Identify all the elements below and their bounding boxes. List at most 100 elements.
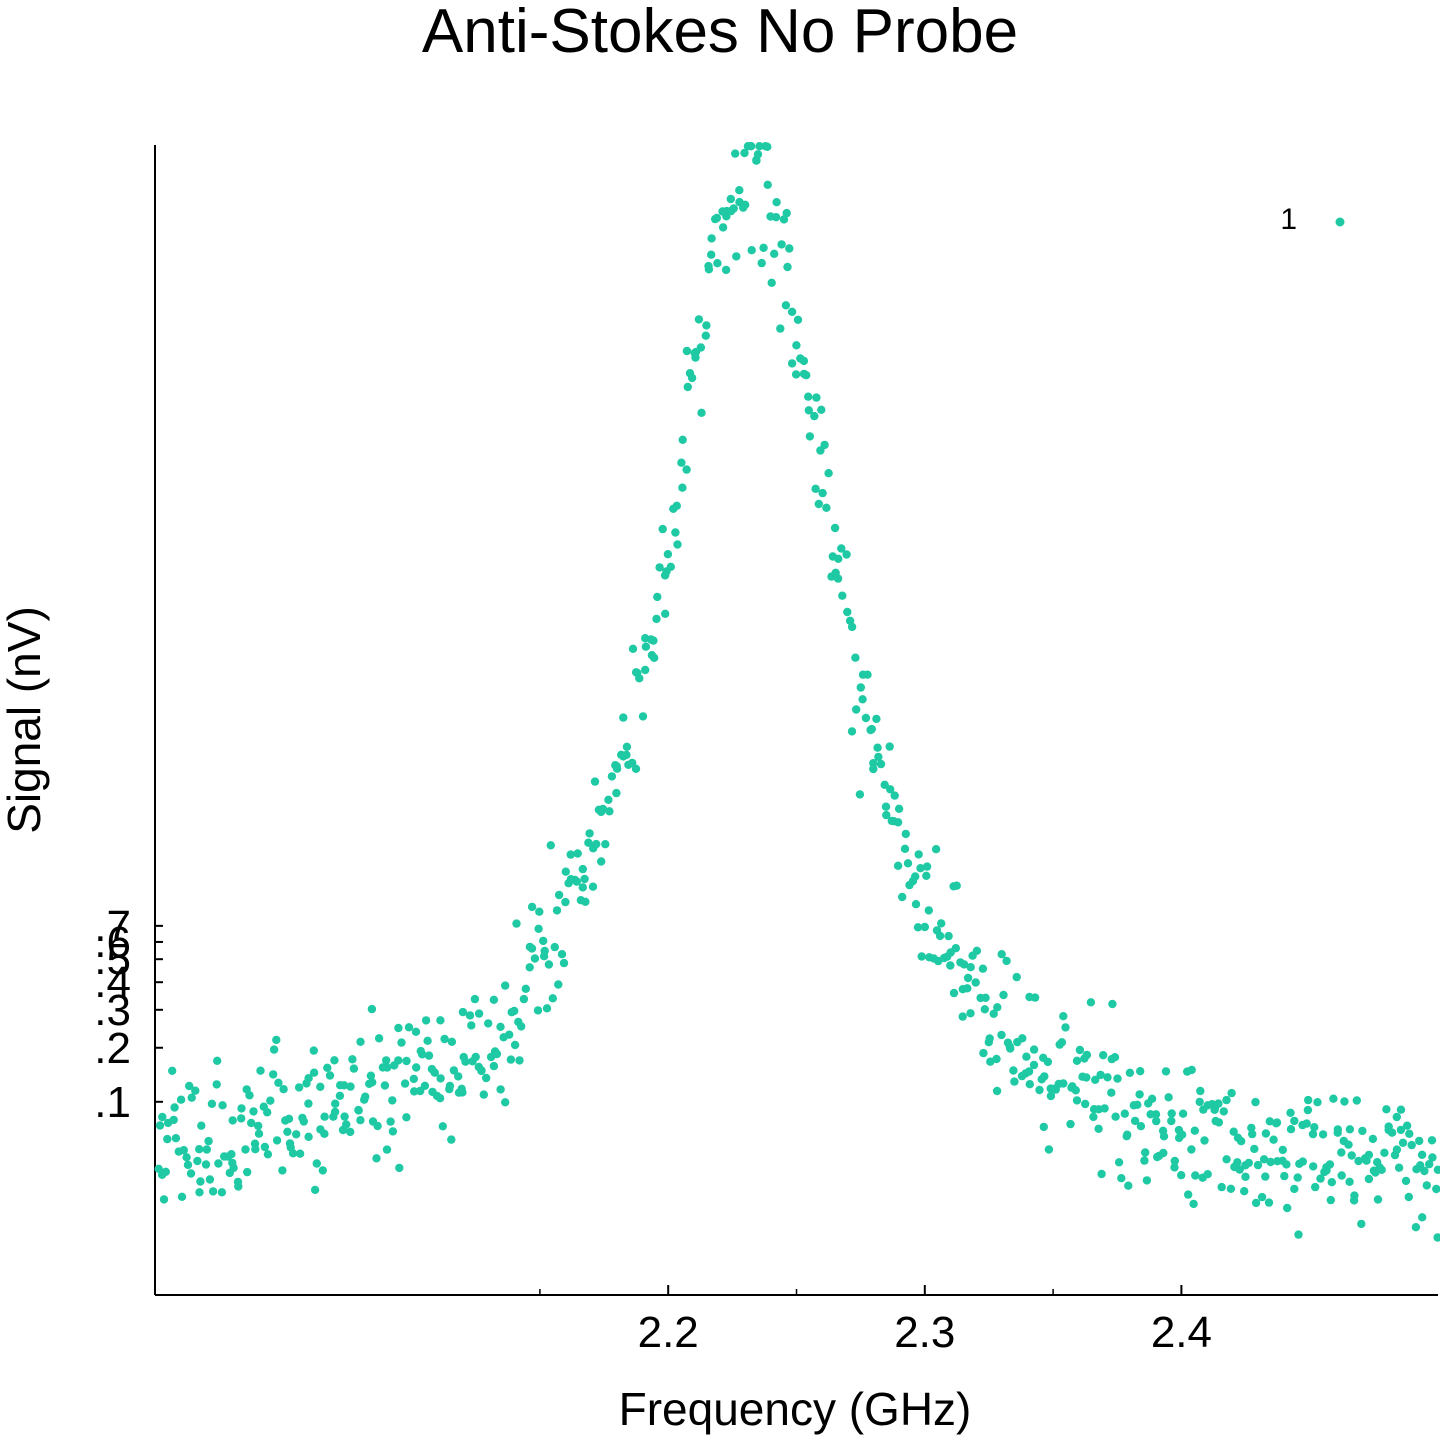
data-point [696,343,706,352]
data-point [1024,1067,1034,1076]
data-point [1384,1122,1393,1131]
data-point [1373,1195,1383,1204]
data-point [1261,1129,1271,1138]
data-point [605,807,614,816]
data-point [1392,1112,1402,1122]
data-point [898,892,907,902]
data-point [409,1074,418,1084]
data-point [1196,1086,1205,1096]
data-point [658,524,667,534]
y-tick-label-0: .1 [94,1078,131,1127]
data-point [677,458,686,467]
data-point [1136,1067,1145,1076]
data-point [517,1022,526,1031]
data-point [158,1112,167,1122]
data-point [1091,1075,1100,1085]
data-point [776,324,785,333]
data-point [388,1096,397,1105]
data-point [628,644,638,653]
data-point [1130,1116,1140,1126]
data-point [1309,1162,1318,1171]
data-point [802,371,811,380]
data-point [1261,1172,1270,1181]
data-point [1382,1105,1391,1114]
data-point [260,1142,270,1152]
y-tick-label-1: .2 [94,1024,131,1073]
data-point [1214,1099,1223,1108]
data-point [1195,1097,1204,1107]
data-point [183,1160,193,1170]
data-point [747,246,756,255]
data-point [1142,1176,1152,1185]
data-point [159,1195,169,1204]
data-point [256,1066,265,1075]
data-point [185,1081,194,1091]
data-point [342,1120,351,1129]
y-ticks: .1 .2.3.4.5.6.7 [94,902,163,1127]
data-point [1326,1195,1336,1205]
data-point [1191,1171,1200,1180]
data-point [496,1085,505,1094]
data-point [944,931,953,941]
data-point [653,592,662,602]
data-point [959,960,969,969]
data-point [445,1081,455,1091]
data-point [374,1034,384,1043]
data-point [1402,1121,1412,1130]
data-point [1251,1198,1261,1208]
data-point [217,1188,227,1197]
data-point [171,1134,181,1143]
data-point [682,346,692,356]
data-point [1120,1109,1130,1118]
data-point [335,1091,345,1101]
data-point [436,1016,445,1025]
data-point [1264,1198,1274,1207]
data-point [1433,1233,1440,1242]
data-point [1167,1109,1176,1118]
data-point [1147,1094,1157,1104]
data-point [607,772,617,781]
data-point [1422,1181,1432,1190]
data-point [1272,1119,1281,1128]
data-point [804,406,813,415]
data-point [170,1103,179,1112]
data-point [237,1114,246,1123]
data-point [461,1057,470,1066]
data-point [1345,1177,1354,1187]
data-point [435,1094,445,1103]
data-point [201,1160,211,1169]
data-point [542,1004,552,1013]
data-point [820,440,829,450]
data-point [619,713,628,722]
data-point [368,1078,377,1087]
data-point [903,859,913,868]
data-point [1251,1097,1260,1107]
data-point [763,142,772,151]
y-tick-label-4: .5 [94,935,131,984]
data-point [1357,1219,1366,1229]
data-point [935,931,945,941]
data-point [161,1167,170,1177]
data-point [585,829,594,838]
data-point [1100,1104,1109,1113]
data-point [266,1096,275,1105]
data-point [546,841,555,850]
data-point [521,984,530,993]
data-point [622,742,632,751]
data-point [1081,1099,1090,1109]
x-tick-label-2: 2.4 [1151,1308,1212,1357]
data-point [997,1030,1006,1040]
data-point [1025,1080,1035,1089]
data-point [1345,1125,1355,1134]
data-point [212,1080,221,1089]
data-point [937,919,946,928]
data-point [241,1145,250,1154]
data-point [1222,1155,1231,1164]
data-point [247,1118,256,1128]
data-point [402,1113,411,1122]
data-point [1111,1112,1120,1121]
data-point [804,392,813,401]
data-point [388,1127,398,1136]
data-point [382,1145,392,1154]
data-point [1333,1125,1343,1134]
